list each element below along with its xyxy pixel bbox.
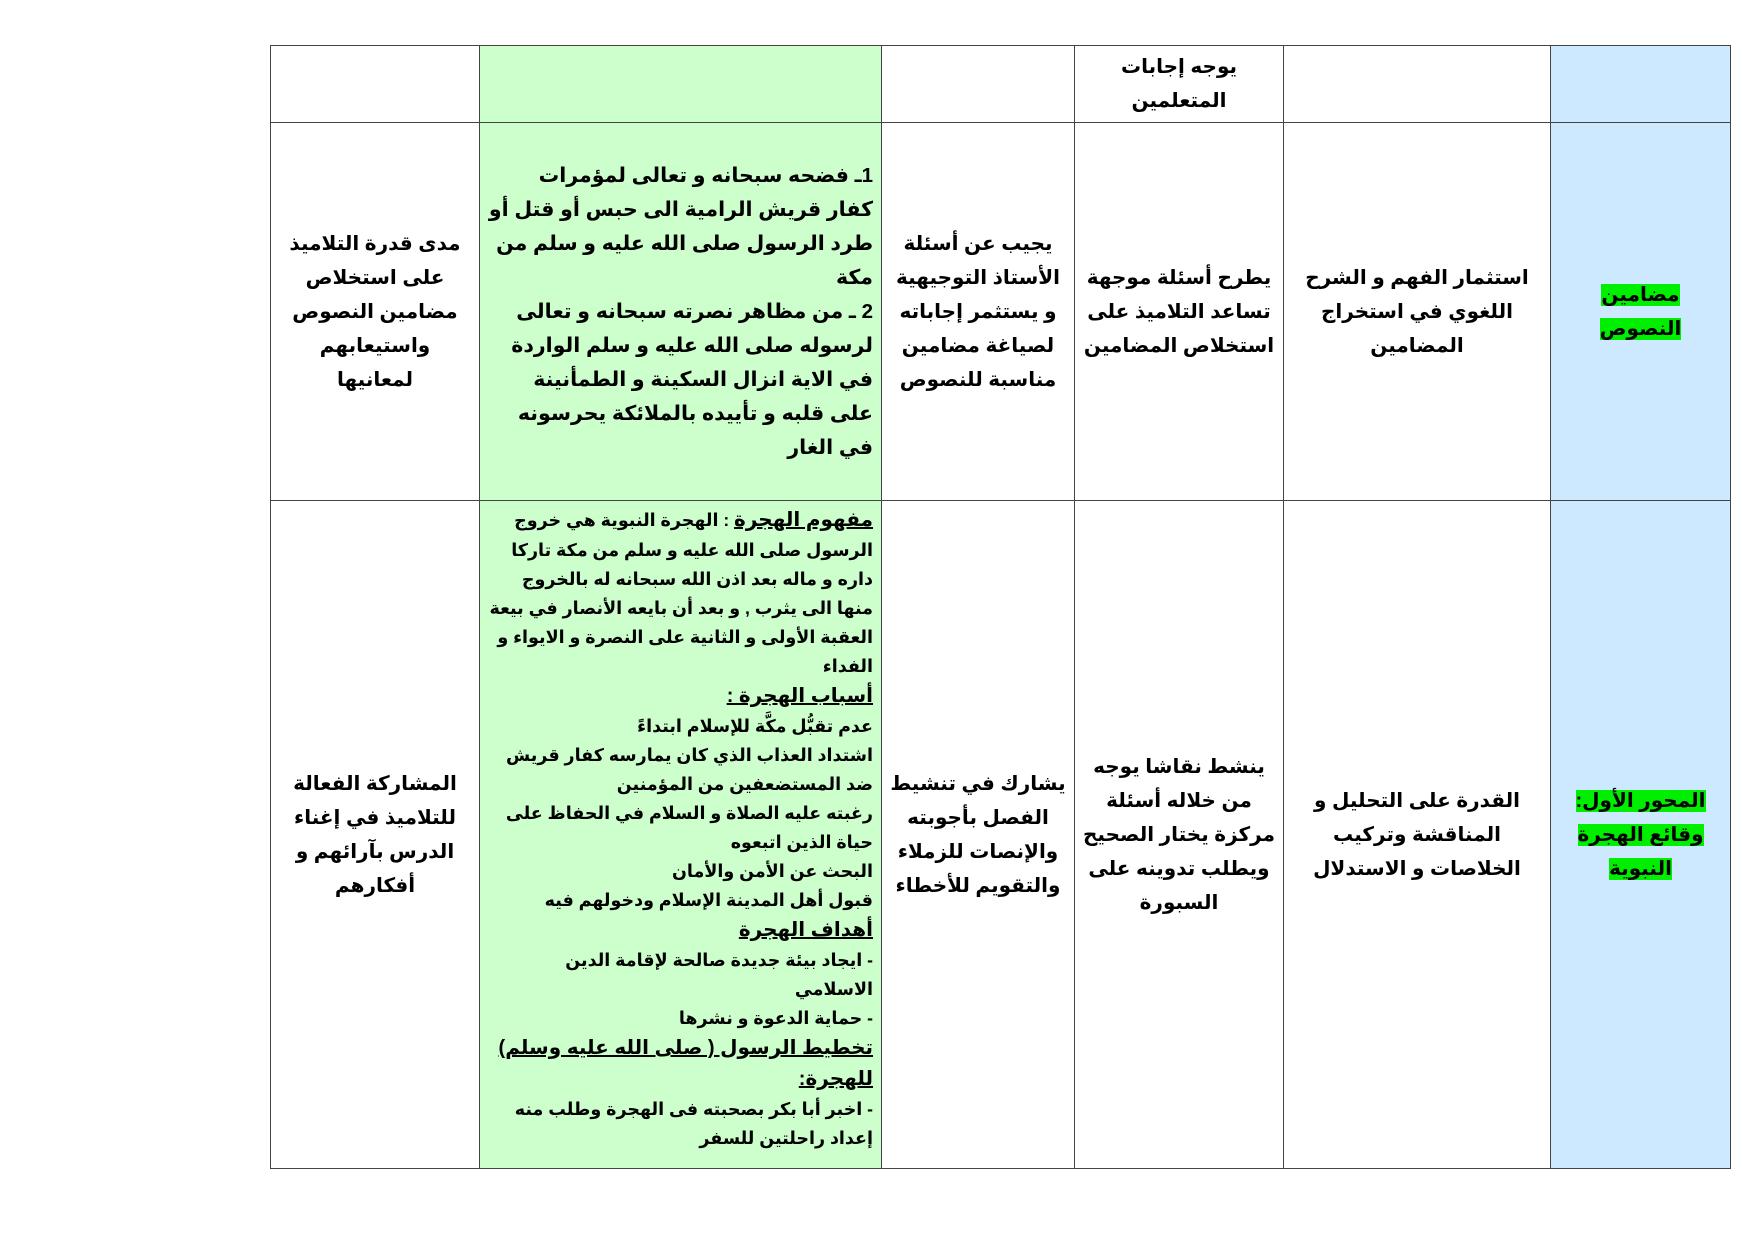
content-heading: مفهوم الهجرة [734,509,873,531]
content-text: البحث عن الأمن والأمان [671,861,873,881]
axis-cell: المحور الأول: وقائع الهجرة النبوية [1550,500,1731,1169]
content-paragraph: عدم تقبُّل مكَّة للإسلام ابتداءً [488,712,873,741]
table-row: مضامين النصوص استثمار الفهم و الشرح اللغ… [270,122,1731,501]
content-paragraph: أهداف الهجرة [488,915,873,946]
axis-cell [1550,45,1731,123]
content-paragraph: مفهوم الهجرة : الهجرة النبوية هي خروج ال… [488,505,873,681]
content-paragraph: - حماية الدعوة و نشرها [488,1004,873,1033]
content-text: اشتداد العذاب الذي كان يمارسه كفار قريش … [506,745,873,794]
content-paragraph: - ايجاد بيئة جديدة صالحة لإقامة الدين ال… [488,946,873,1004]
content-text: عدم تقبُّل مكَّة للإسلام ابتداءً [637,716,873,736]
content-heading: تخطيط الرسول ( صلى الله عليه وسلم) للهجر… [498,1037,873,1090]
content-heading: أسباب الهجرة : [726,685,873,707]
lesson-table: يوجه إجابات المتعلمين مضامين النصوص استث… [270,45,1731,1169]
learner-activity-cell [881,45,1075,123]
learner-activity-cell: يشارك في تنشيط الفصل بأجوبته والإنصات لل… [881,500,1075,1169]
axis-text: مضامين النصوص [1599,283,1682,340]
content-text: - حماية الدعوة و نشرها [678,1008,873,1028]
content-paragraph: 2 ـ من مظاهر نصرته سبحانه و تعالى لرسوله… [511,299,873,459]
content-paragraph: 1ـ فضحه سبحانه و تعالى لمؤمرات كفار قريش… [488,163,873,289]
content-cell: مفهوم الهجرة : الهجرة النبوية هي خروج ال… [479,500,882,1169]
table-row: يوجه إجابات المتعلمين [270,45,1731,123]
content-paragraph: اشتداد العذاب الذي كان يمارسه كفار قريش … [488,741,873,799]
axis-text: المحور الأول: وقائع الهجرة النبوية [1575,789,1706,880]
objective-cell: القدرة على التحليل و المناقشة وتركيب الخ… [1283,500,1551,1169]
content-text: رغبته عليه الصلاة و السلام في الحفاظ على… [505,803,873,852]
content-paragraph: تخطيط الرسول ( صلى الله عليه وسلم) للهجر… [488,1033,873,1095]
content-text: - ايجاد بيئة جديدة صالحة لإقامة الدين ال… [565,950,873,999]
objective-cell: استثمار الفهم و الشرح اللغوي في استخراج … [1283,122,1551,501]
axis-cell: مضامين النصوص [1550,122,1731,501]
teacher-activity-cell: ينشط نقاشا يوجه من خلاله أسئلة مركزة يخت… [1074,500,1284,1169]
evaluation-cell: مدى قدرة التلاميذ على استخلاص مضامين الن… [270,122,480,501]
content-heading: أهداف الهجرة [738,919,873,941]
teacher-activity-cell: يوجه إجابات المتعلمين [1074,45,1284,123]
evaluation-cell: المشاركة الفعالة للتلاميذ في إغناء الدرس… [270,500,480,1169]
content-cell: 1ـ فضحه سبحانه و تعالى لمؤمرات كفار قريش… [479,122,882,501]
content-paragraph: البحث عن الأمن والأمان [488,857,873,886]
evaluation-cell [270,45,480,123]
content-paragraph: - اخبر أبا بكر بصحبته فى الهجرة وطلب منه… [488,1095,873,1153]
content-text: : الهجرة النبوية هي خروج الرسول صلى الله… [489,510,873,676]
content-paragraph: قبول أهل المدينة الإسلام ودخولهم فيه [488,886,873,915]
content-paragraph: رغبته عليه الصلاة و السلام في الحفاظ على… [488,799,873,857]
learner-activity-cell: يجيب عن أسئلة الأستاذ التوجيهية و يستثمر… [881,122,1075,501]
teacher-activity-cell: يطرح أسئلة موجهة تساعد التلاميذ على استخ… [1074,122,1284,501]
content-cell [479,45,882,123]
table-row: المحور الأول: وقائع الهجرة النبوية القدر… [270,500,1731,1169]
content-paragraph: أسباب الهجرة : [488,681,873,712]
content-text: قبول أهل المدينة الإسلام ودخولهم فيه [544,890,873,910]
content-text: - اخبر أبا بكر بصحبته فى الهجرة وطلب منه… [514,1099,873,1148]
objective-cell [1283,45,1551,123]
